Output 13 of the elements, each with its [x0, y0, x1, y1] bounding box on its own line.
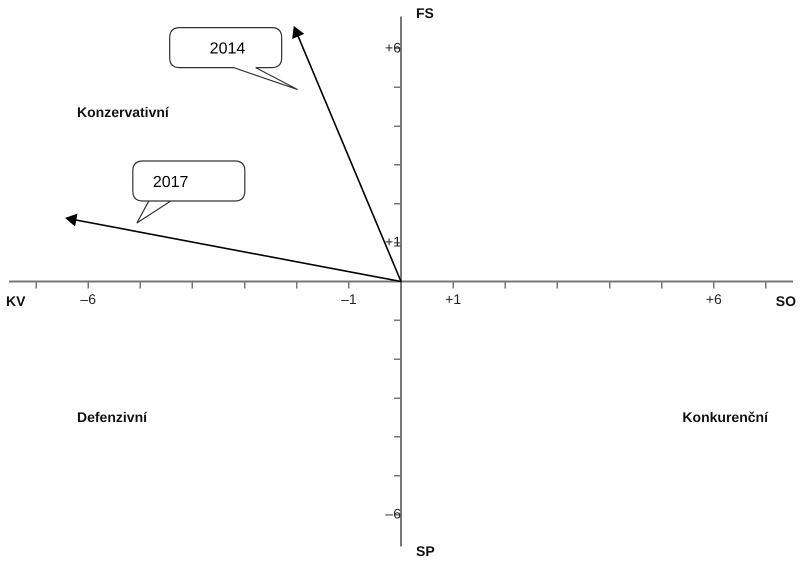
annotation: Konkurenční — [682, 408, 770, 425]
text: 2017 — [152, 174, 189, 192]
annotation: KV — [6, 292, 26, 309]
annotation: Defenzivní — [77, 408, 148, 425]
annotation: Konzervativní — [77, 104, 170, 120]
x-tick-label: –1 — [341, 290, 357, 307]
x-tick-label: +6 — [706, 290, 722, 307]
annotation: SO — [776, 292, 796, 309]
x-tick-label: –6 — [80, 290, 96, 307]
x-tick-label: +1 — [445, 290, 462, 307]
annotation: SP — [416, 542, 435, 559]
text: 2014 — [210, 40, 246, 58]
annotation: FS — [416, 4, 434, 21]
